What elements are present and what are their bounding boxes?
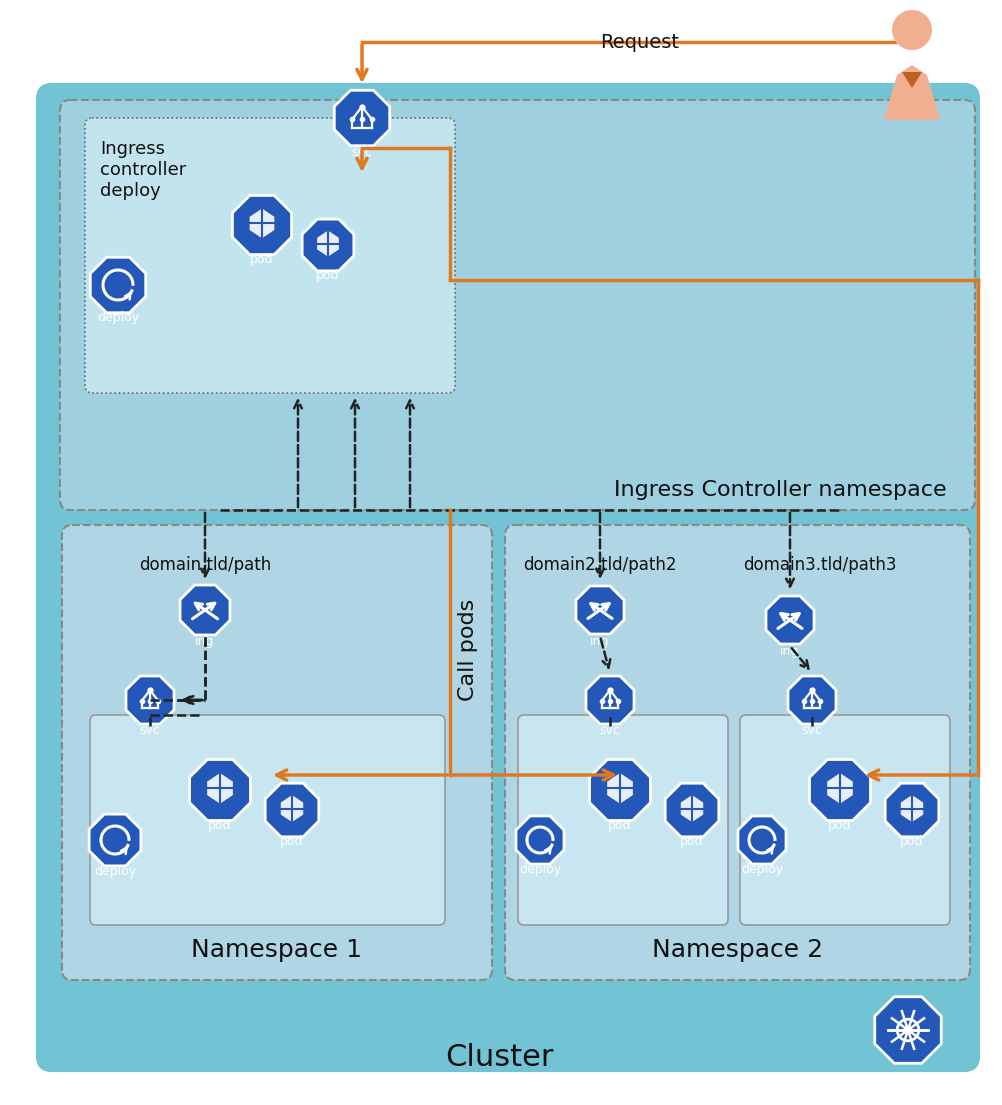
Text: pod: pod — [208, 819, 231, 831]
Polygon shape — [586, 676, 634, 724]
Polygon shape — [232, 196, 292, 254]
Text: pod: pod — [900, 835, 924, 849]
Polygon shape — [738, 815, 786, 864]
Circle shape — [892, 10, 932, 50]
Polygon shape — [90, 257, 145, 313]
Text: svc: svc — [352, 147, 373, 159]
Text: Ingress
controller
deploy: Ingress controller deploy — [100, 140, 186, 200]
Polygon shape — [902, 72, 922, 88]
Polygon shape — [828, 774, 853, 803]
Text: Call pods: Call pods — [458, 599, 478, 702]
Polygon shape — [766, 596, 814, 644]
Polygon shape — [335, 91, 390, 146]
Polygon shape — [885, 783, 939, 836]
FancyBboxPatch shape — [85, 118, 455, 393]
Text: pod: pod — [829, 819, 852, 831]
Text: deploy: deploy — [740, 863, 783, 875]
Polygon shape — [303, 219, 354, 271]
Text: svc: svc — [139, 724, 160, 737]
Polygon shape — [207, 774, 232, 803]
Text: svc: svc — [599, 724, 620, 737]
Text: deploy: deploy — [94, 864, 136, 877]
Text: deploy: deploy — [519, 863, 561, 875]
Polygon shape — [810, 759, 871, 821]
Polygon shape — [607, 774, 632, 803]
Circle shape — [904, 1025, 912, 1034]
Text: pod: pod — [317, 270, 340, 283]
Polygon shape — [516, 815, 564, 864]
Text: ing: ing — [781, 644, 800, 657]
Text: pod: pod — [608, 819, 631, 831]
Polygon shape — [318, 231, 339, 256]
Text: domain.tld/path: domain.tld/path — [139, 556, 272, 573]
Polygon shape — [875, 997, 941, 1063]
Text: ing: ing — [195, 635, 214, 649]
FancyBboxPatch shape — [740, 715, 950, 925]
Polygon shape — [250, 209, 274, 238]
Polygon shape — [180, 585, 229, 635]
Text: Cluster: Cluster — [446, 1043, 554, 1073]
FancyBboxPatch shape — [38, 85, 978, 1070]
Text: Namespace 2: Namespace 2 — [652, 938, 823, 962]
Polygon shape — [282, 796, 303, 822]
Text: domain2.tld/path2: domain2.tld/path2 — [523, 556, 676, 573]
Polygon shape — [189, 759, 250, 821]
FancyBboxPatch shape — [505, 525, 970, 980]
Polygon shape — [589, 759, 650, 821]
Text: Request: Request — [600, 32, 679, 52]
FancyBboxPatch shape — [60, 99, 975, 511]
Polygon shape — [901, 796, 923, 822]
Polygon shape — [89, 814, 141, 866]
Text: deploy: deploy — [97, 312, 139, 325]
FancyBboxPatch shape — [90, 715, 445, 925]
FancyBboxPatch shape — [518, 715, 728, 925]
Polygon shape — [266, 783, 319, 836]
Text: Namespace 1: Namespace 1 — [191, 938, 363, 962]
Polygon shape — [126, 676, 174, 724]
Text: domain3.tld/path3: domain3.tld/path3 — [743, 556, 897, 573]
Text: pod: pod — [680, 835, 703, 849]
Text: ing: ing — [590, 634, 609, 648]
Polygon shape — [576, 586, 624, 634]
Polygon shape — [681, 796, 702, 822]
Polygon shape — [884, 65, 940, 120]
Text: Ingress Controller namespace: Ingress Controller namespace — [613, 480, 946, 499]
Text: pod: pod — [250, 253, 274, 266]
Polygon shape — [788, 676, 836, 724]
Polygon shape — [665, 783, 718, 836]
FancyBboxPatch shape — [62, 525, 492, 980]
Text: svc: svc — [802, 724, 823, 737]
Text: pod: pod — [281, 835, 304, 849]
